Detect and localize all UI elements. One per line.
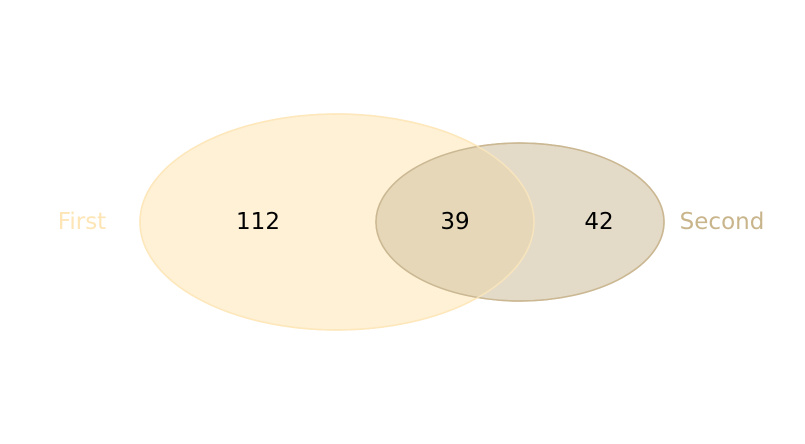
intersection-region [376,143,534,301]
set-second-label: Second [680,209,765,235]
set-first-label: First [58,209,106,235]
second-only-count: 42 [584,209,613,235]
set-second-outline [375,142,665,302]
set-first-outline [139,113,535,331]
intersection-count: 39 [440,209,469,235]
first-only-count: 112 [236,209,280,235]
